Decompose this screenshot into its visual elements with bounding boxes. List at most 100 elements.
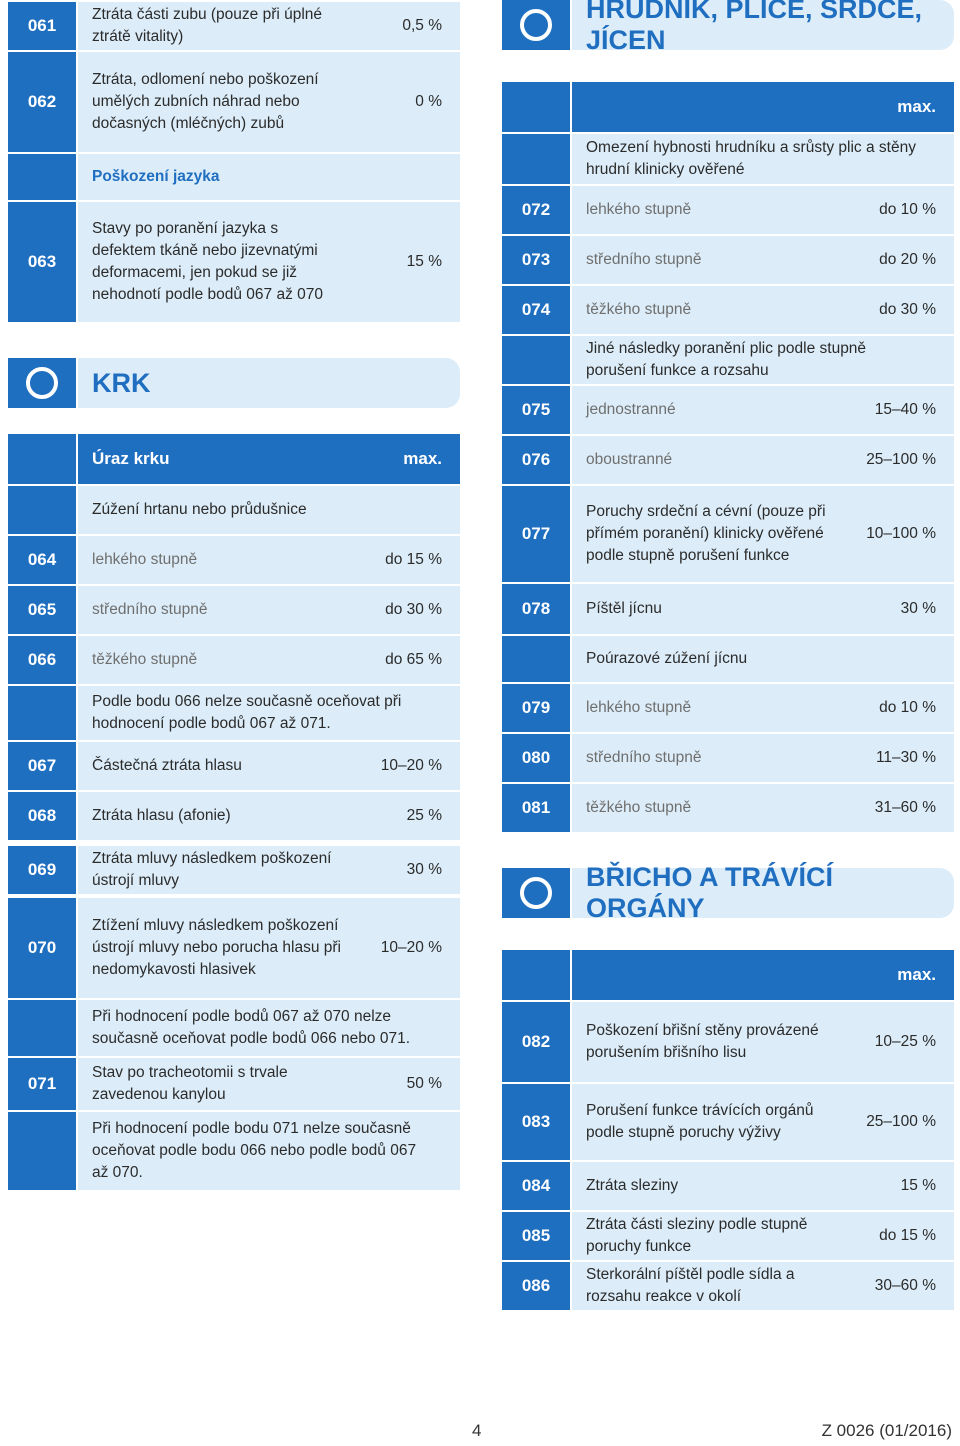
row-value: do 10 % bbox=[879, 699, 936, 716]
form-id: Z 0026 (01/2016) bbox=[821, 1421, 952, 1440]
row-code: 061 bbox=[8, 2, 76, 50]
row: těžkého stupně 31–60 % bbox=[572, 784, 954, 832]
header-row: Úraz krku max. bbox=[78, 434, 460, 484]
row-value: 25 % bbox=[406, 807, 442, 824]
row-text: Ztráta mluvy následkem poškození ústrojí… bbox=[92, 850, 332, 889]
row-text: Zúžení hrtanu nebo průdušnice bbox=[92, 501, 307, 518]
row-code: 069 bbox=[8, 846, 76, 894]
row: Píštěl jícnu 30 % bbox=[572, 584, 954, 634]
section-title: HRUDNÍK, PLÍCE, SRDCE, JÍCEN bbox=[572, 0, 954, 55]
row-code: 065 bbox=[8, 586, 76, 634]
row-code: 063 bbox=[8, 202, 76, 322]
row-value: do 10 % bbox=[879, 201, 936, 218]
row-text: středního stupně bbox=[586, 251, 702, 268]
row-code: 083 bbox=[502, 1084, 570, 1160]
row-text: Poruchy srdeční a cévní (pouze při přímé… bbox=[586, 503, 826, 564]
row-code: 084 bbox=[502, 1162, 570, 1210]
row-code: 066 bbox=[8, 636, 76, 684]
row-value: 15 % bbox=[406, 253, 442, 270]
row-value: 30 % bbox=[900, 600, 936, 617]
row-code: 085 bbox=[502, 1212, 570, 1260]
row-text: Poškození jazyka bbox=[92, 168, 220, 185]
row-code: 072 bbox=[502, 186, 570, 234]
row-code bbox=[8, 1000, 76, 1056]
row-code bbox=[502, 134, 570, 184]
row-value: 30 % bbox=[406, 861, 442, 878]
row-value: do 30 % bbox=[385, 601, 442, 618]
row-code bbox=[8, 154, 76, 200]
row: oboustranné 25–100 % bbox=[572, 436, 954, 484]
row-value: 15–40 % bbox=[874, 401, 936, 418]
row-text: Píštěl jícnu bbox=[586, 600, 662, 617]
row-code: 082 bbox=[502, 1002, 570, 1082]
row-value: 11–30 % bbox=[875, 749, 936, 766]
row: středního stupně do 30 % bbox=[78, 586, 460, 634]
icon bbox=[26, 367, 58, 399]
row-text: Stav po tracheotomii s trvale zavedenou … bbox=[92, 1064, 288, 1103]
row: těžkého stupně do 65 % bbox=[78, 636, 460, 684]
row: Omezení hybnosti hrudníku a srůsty plic … bbox=[572, 134, 954, 184]
row-text: Sterkorální píštěl podle sídla a rozsahu… bbox=[586, 1266, 795, 1305]
row-text: středního stupně bbox=[92, 601, 208, 618]
icon bbox=[520, 877, 552, 909]
row-value: 10–25 % bbox=[874, 1033, 936, 1050]
row: středního stupně 11–30 % bbox=[572, 734, 954, 782]
row: lehkého stupně do 10 % bbox=[572, 684, 954, 732]
header-max: max. bbox=[897, 97, 936, 116]
row-code: 071 bbox=[8, 1058, 76, 1110]
header-max: max. bbox=[403, 449, 442, 468]
row: Částečná ztráta hlasu 10–20 % bbox=[78, 742, 460, 790]
row: Ztížení mluvy následkem poškození ústroj… bbox=[78, 898, 460, 998]
row-code: 079 bbox=[502, 684, 570, 732]
row: Stav po tracheotomii s trvale zavedenou … bbox=[78, 1058, 460, 1110]
row-text: Stavy po poranění jazyka s defektem tkán… bbox=[92, 220, 323, 303]
row-value: 15 % bbox=[900, 1177, 936, 1194]
row-text: lehkého stupně bbox=[586, 201, 692, 218]
section-icon bbox=[8, 358, 76, 408]
row-value: 30–60 % bbox=[874, 1277, 936, 1294]
row-text: těžkého stupně bbox=[586, 799, 692, 816]
row-text: Poúrazové zúžení jícnu bbox=[586, 650, 748, 667]
row: Poškození jazyka bbox=[78, 154, 460, 200]
header-row: max. bbox=[572, 82, 954, 132]
row-code: 075 bbox=[502, 386, 570, 434]
row: Poúrazové zúžení jícnu bbox=[572, 636, 954, 682]
row-value: do 15 % bbox=[879, 1227, 936, 1244]
row-code: 073 bbox=[502, 236, 570, 284]
page-number: 4 bbox=[472, 1421, 482, 1440]
header-code bbox=[502, 82, 570, 132]
row-text: těžkého stupně bbox=[586, 301, 692, 318]
row-code: 067 bbox=[8, 742, 76, 790]
row-value: do 30 % bbox=[879, 301, 936, 318]
row-code bbox=[8, 686, 76, 740]
row-value: do 65 % bbox=[385, 651, 442, 668]
row-code bbox=[8, 1112, 76, 1190]
row-code: 064 bbox=[8, 536, 76, 584]
row: Porušení funkce trávících orgánů podle s… bbox=[572, 1084, 954, 1160]
row-code bbox=[8, 486, 76, 534]
row: lehkého stupně do 15 % bbox=[78, 536, 460, 584]
row-value: 25–100 % bbox=[866, 1113, 936, 1130]
row: Zúžení hrtanu nebo průdušnice bbox=[78, 486, 460, 534]
row-text: Ztráta části zubu (pouze při úplné ztrát… bbox=[92, 6, 323, 45]
row-text: Omezení hybnosti hrudníku a srůsty plic … bbox=[586, 139, 916, 178]
row: Při hodnocení podle bodů 067 až 070 nelz… bbox=[78, 1000, 460, 1056]
row-text: Ztráta hlasu (afonie) bbox=[92, 807, 231, 824]
row-code: 077 bbox=[502, 486, 570, 582]
row-text: jednostranné bbox=[586, 401, 676, 418]
section-icon bbox=[502, 868, 570, 918]
row-text: Podle bodu 066 nelze současně oceňovat p… bbox=[92, 693, 402, 732]
row: Ztráta sleziny 15 % bbox=[572, 1162, 954, 1210]
row-code: 086 bbox=[502, 1262, 570, 1310]
row-text: oboustranné bbox=[586, 451, 673, 468]
row-value: 31–60 % bbox=[874, 799, 936, 816]
row-code: 078 bbox=[502, 584, 570, 634]
row-value: 10–20 % bbox=[380, 757, 442, 774]
row-text: Při hodnocení podle bodu 071 nelze souča… bbox=[92, 1120, 417, 1181]
header-label: Úraz krku bbox=[92, 449, 170, 468]
row: Ztráta části sleziny podle stupně poruch… bbox=[572, 1212, 954, 1260]
row-text: Ztráta, odlomení nebo poškození umělých … bbox=[92, 71, 319, 132]
row-text: Při hodnocení podle bodů 067 až 070 nelz… bbox=[92, 1008, 411, 1047]
row-code: 081 bbox=[502, 784, 570, 832]
row-text: Částečná ztráta hlasu bbox=[92, 757, 242, 774]
